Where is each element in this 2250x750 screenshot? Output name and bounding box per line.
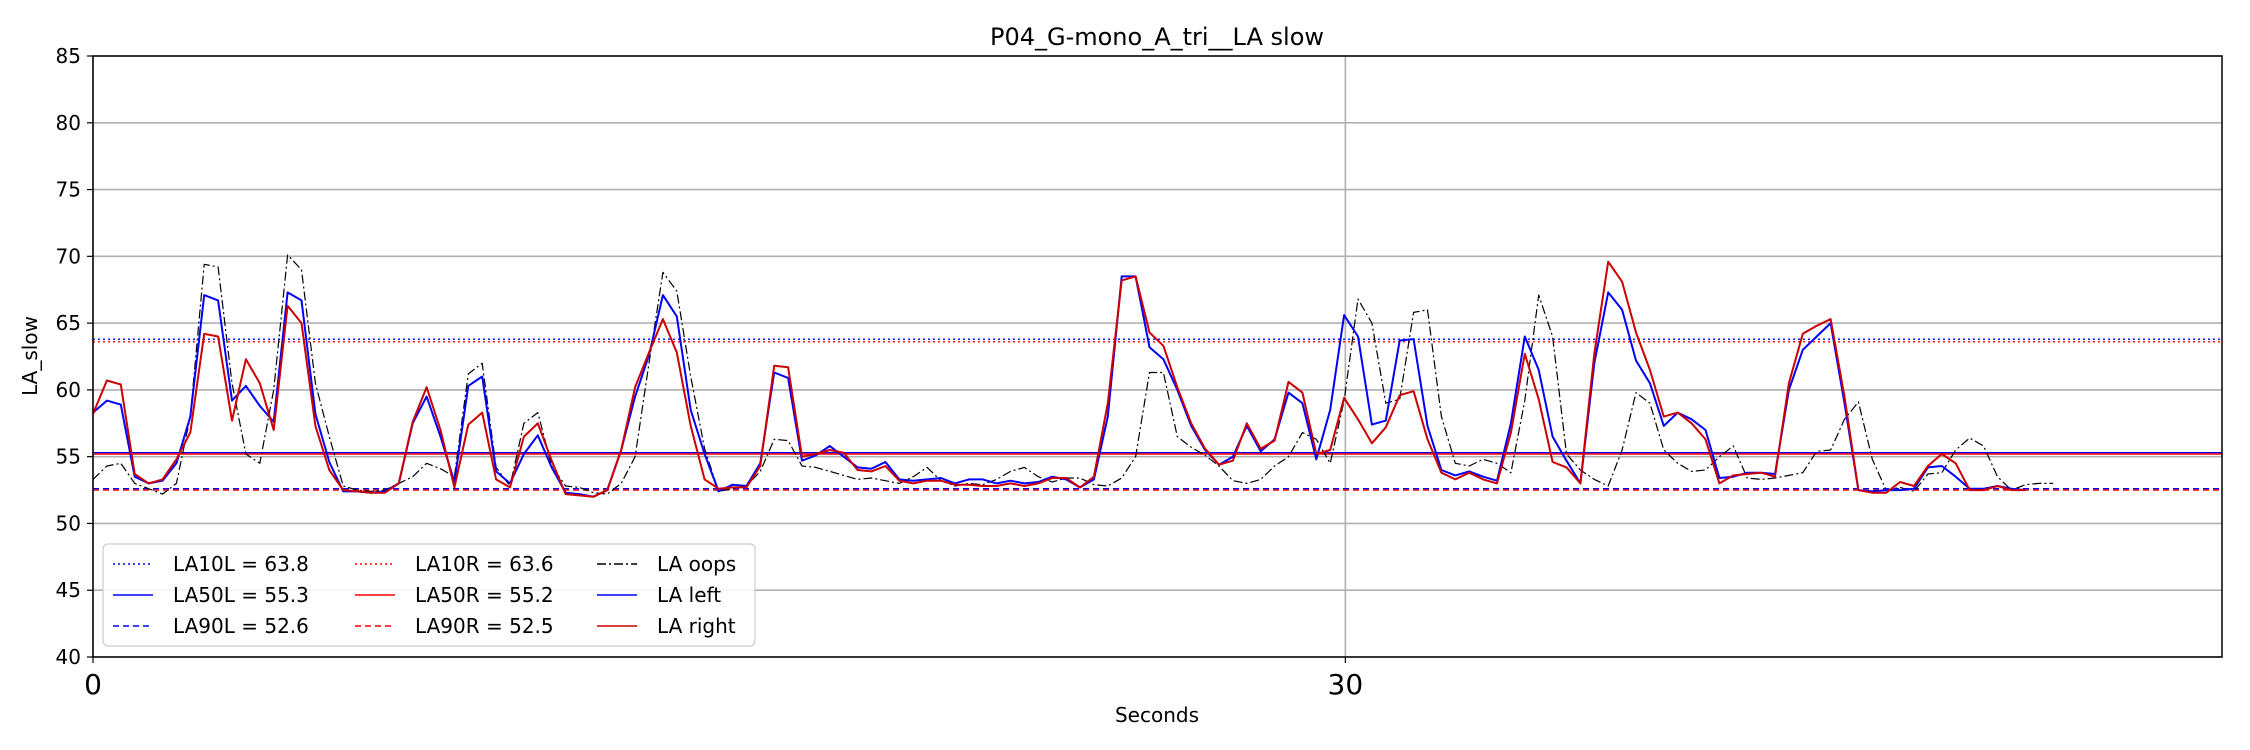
legend-label: LA90L = 52.6 — [173, 614, 309, 638]
series-line-la-right — [92, 260, 2026, 498]
y-tick-label: 80 — [56, 111, 81, 135]
series-line-la-oops — [92, 254, 2054, 495]
legend-label: LA right — [657, 614, 736, 638]
x-tick-label: 30 — [1328, 668, 1364, 701]
legend-box — [102, 543, 756, 647]
chart-title: P04_G-mono_A_tri__LA slow — [990, 23, 1324, 51]
y-axis-label: LA_slow — [18, 316, 42, 396]
reference-lines — [93, 338, 2222, 491]
x-axis: 0 30 — [84, 657, 1363, 701]
series-lines — [92, 254, 2054, 498]
y-tick-label: 70 — [56, 244, 81, 268]
y-tick-label: 60 — [56, 378, 81, 402]
y-tick-label: 45 — [56, 578, 81, 602]
legend-label: LA50R = 55.2 — [415, 583, 554, 607]
y-tick-label: 55 — [56, 445, 81, 469]
series-line-la-left — [92, 275, 2026, 498]
plot-frame — [92, 55, 2223, 658]
legend-label: LA10R = 63.6 — [415, 552, 554, 576]
y-tick-label: 40 — [56, 645, 81, 669]
legend-label: LA50L = 55.3 — [173, 583, 309, 607]
legend-label: LA10L = 63.8 — [173, 552, 309, 576]
y-tick-label: 85 — [56, 44, 81, 68]
legend-label: LA left — [657, 583, 721, 607]
y-axis: 40 45 50 55 60 65 70 75 80 85 — [56, 44, 93, 669]
y-tick-label: 50 — [56, 511, 81, 535]
x-axis-label: Seconds — [1115, 703, 1199, 727]
legend-label: LA90R = 52.5 — [415, 614, 554, 638]
legend-label: LA oops — [657, 552, 736, 576]
y-tick-label: 75 — [56, 178, 81, 202]
legend: LA10L = 63.8 LA50L = 55.3 LA90L = 52.6 LA10… — [102, 543, 756, 647]
x-tick-label: 0 — [84, 668, 102, 701]
y-tick-label: 65 — [56, 311, 81, 335]
